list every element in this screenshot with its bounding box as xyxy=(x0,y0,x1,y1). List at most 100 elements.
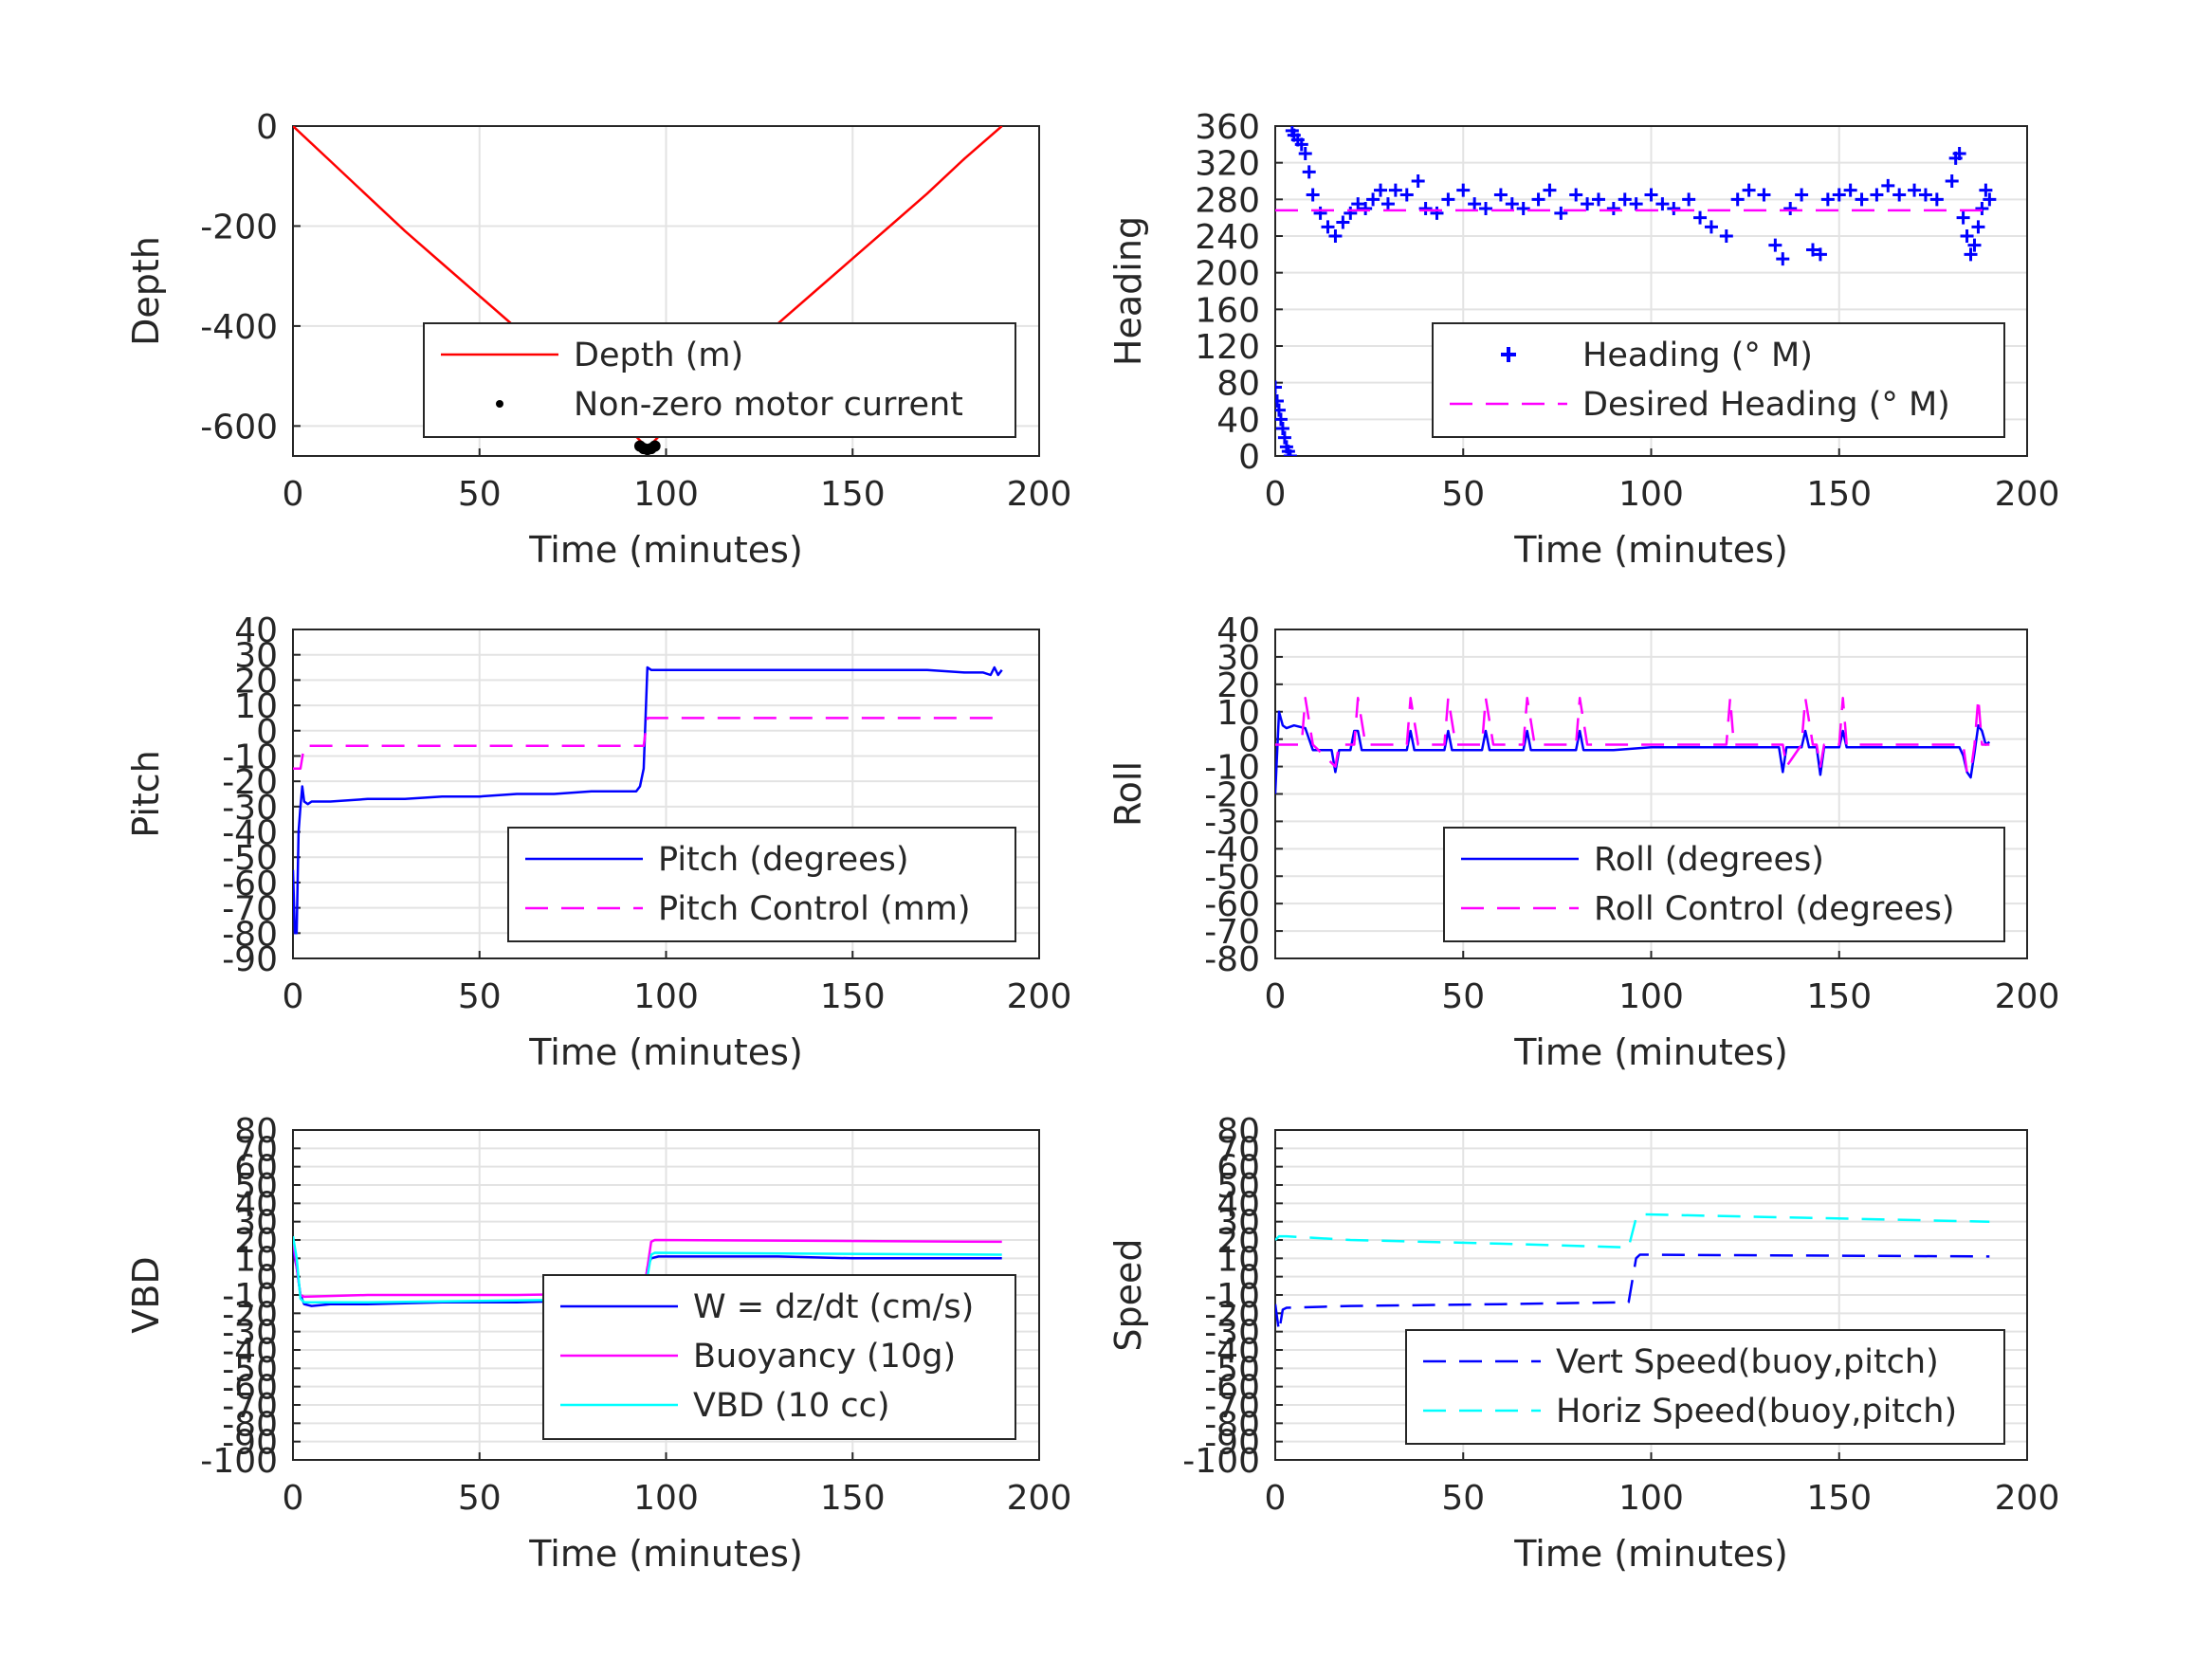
y-tick-label: 70 xyxy=(234,1130,278,1169)
series-0-point xyxy=(1618,192,1632,207)
y-tick-label: -90 xyxy=(1204,1424,1260,1463)
legend-label-0: Vert Speed(buoy,pitch) xyxy=(1556,1343,1939,1381)
series-0-point xyxy=(1795,188,1809,202)
series-0-point xyxy=(1591,192,1605,207)
legend-box xyxy=(542,1274,1016,1440)
series-0-point xyxy=(1328,229,1343,243)
series-0-point xyxy=(1945,174,1959,188)
series-0-point xyxy=(1813,247,1827,262)
series-1-line xyxy=(1275,697,1990,774)
y-tick-label: 60 xyxy=(234,1149,278,1188)
x-tick-label: 50 xyxy=(458,1479,502,1518)
x-tick-label: 100 xyxy=(633,475,699,514)
x-tick-label: 50 xyxy=(1441,475,1485,514)
y-tick-label: -200 xyxy=(200,208,278,246)
y-tick-label: 10 xyxy=(234,1240,278,1279)
legend-label-0: W = dz/dt (cm/s) xyxy=(693,1288,974,1326)
y-tick-label: -80 xyxy=(222,915,278,954)
series-0-point xyxy=(1832,188,1846,202)
series-0-point xyxy=(1776,252,1790,266)
y-tick-label: 40 xyxy=(1216,401,1260,440)
y-tick-label: -70 xyxy=(1204,913,1260,952)
y-tick-label: 240 xyxy=(1195,218,1260,257)
y-tick-label: -10 xyxy=(1204,749,1260,788)
y-tick-label: -20 xyxy=(222,763,278,802)
series-1-point xyxy=(649,440,661,452)
x-tick-label: 0 xyxy=(1265,977,1287,1016)
series-0-point xyxy=(1975,202,1989,215)
x-tick-label: 150 xyxy=(1806,977,1872,1016)
legend-swatch-0 xyxy=(1501,347,1516,362)
legend: Roll (degrees) Roll Control (degrees) xyxy=(1443,827,2005,942)
x-tick-label: 100 xyxy=(633,1479,699,1518)
series-0-point xyxy=(1313,206,1327,220)
y-tick-label: -70 xyxy=(222,1387,278,1426)
y-tick-label: -40 xyxy=(222,1332,278,1371)
legend-label-0: Pitch (degrees) xyxy=(658,841,909,879)
y-tick-label: 70 xyxy=(1216,1130,1260,1169)
series-0-point xyxy=(1960,229,1974,243)
legend-label-0: Heading (° M) xyxy=(1582,337,1813,374)
x-tick-label: 200 xyxy=(1007,977,1072,1016)
series-0-point xyxy=(1704,220,1718,234)
legend-label-1: Roll Control (degrees) xyxy=(1594,890,1955,928)
series-0-point xyxy=(1411,174,1425,188)
series-0-point xyxy=(1956,210,1970,225)
y-tick-label: 60 xyxy=(1216,1149,1260,1188)
series-0-point xyxy=(1952,147,1966,160)
data-group xyxy=(1275,126,1997,456)
x-tick-label: 200 xyxy=(1007,475,1072,514)
y-tick-label: 80 xyxy=(1216,1112,1260,1151)
series-0-point xyxy=(1855,192,1869,207)
x-tick-label: 100 xyxy=(633,977,699,1016)
series-0-point xyxy=(1606,202,1620,215)
y-tick-label: 80 xyxy=(1216,365,1260,404)
y-tick-label: 40 xyxy=(1216,1185,1260,1224)
y-tick-label: 0 xyxy=(256,1259,278,1298)
series-0-point xyxy=(1719,229,1733,243)
series-0-point xyxy=(1644,188,1658,202)
y-tick-label: -400 xyxy=(200,308,278,347)
series-0-point xyxy=(1294,137,1308,152)
x-tick-label: 100 xyxy=(1618,475,1684,514)
legend-label-1: Pitch Control (mm) xyxy=(658,890,970,928)
x-tick-label: 50 xyxy=(1441,1479,1485,1518)
y-axis-label: Speed xyxy=(1107,1238,1149,1351)
y-tick-label: -100 xyxy=(200,1442,278,1481)
series-0-point xyxy=(1581,197,1595,211)
legend-label-2: VBD (10 cc) xyxy=(693,1387,890,1425)
y-tick-label: -50 xyxy=(222,1350,278,1389)
series-0-point xyxy=(1441,192,1455,207)
x-tick-label: 150 xyxy=(1806,475,1872,514)
legend-label-1: Buoyancy (10g) xyxy=(693,1338,956,1376)
series-0-point xyxy=(1667,202,1681,215)
y-tick-label: -10 xyxy=(222,738,278,776)
legend-label-1: Non-zero motor current xyxy=(574,386,963,424)
series-0-line xyxy=(293,665,1003,935)
series-0-point xyxy=(1967,238,1982,252)
series-0-point xyxy=(1399,188,1414,202)
y-tick-label: 30 xyxy=(1216,639,1260,678)
x-tick-label: 0 xyxy=(283,1479,304,1518)
legend-box xyxy=(1443,827,2005,942)
series-0-point xyxy=(1971,220,1985,234)
y-tick-label: 160 xyxy=(1195,291,1260,330)
y-tick-label: -40 xyxy=(222,814,278,853)
y-tick-label: 50 xyxy=(234,1167,278,1206)
y-tick-label: 200 xyxy=(1195,255,1260,294)
y-tick-label: -60 xyxy=(1204,1369,1260,1408)
chart-panel-3: 0 50 100 150 200-80-70-60-50-40-30-20-100102… xyxy=(1107,611,2059,1073)
series-0-point xyxy=(1820,192,1835,207)
x-tick-label: 100 xyxy=(1618,977,1684,1016)
x-axis-label: Time (minutes) xyxy=(1513,1031,1788,1073)
y-axis-label: Depth xyxy=(125,236,167,346)
y-tick-label: 30 xyxy=(1216,1204,1260,1243)
y-tick-label: 0 xyxy=(256,108,278,147)
series-0-point xyxy=(1682,192,1696,207)
series-0-point xyxy=(1456,183,1471,197)
series-0-point xyxy=(1892,188,1907,202)
y-tick-label: 20 xyxy=(234,1222,278,1261)
y-tick-label: -90 xyxy=(222,940,278,979)
y-tick-label: -10 xyxy=(222,1277,278,1316)
series-0-point xyxy=(1964,247,1978,262)
